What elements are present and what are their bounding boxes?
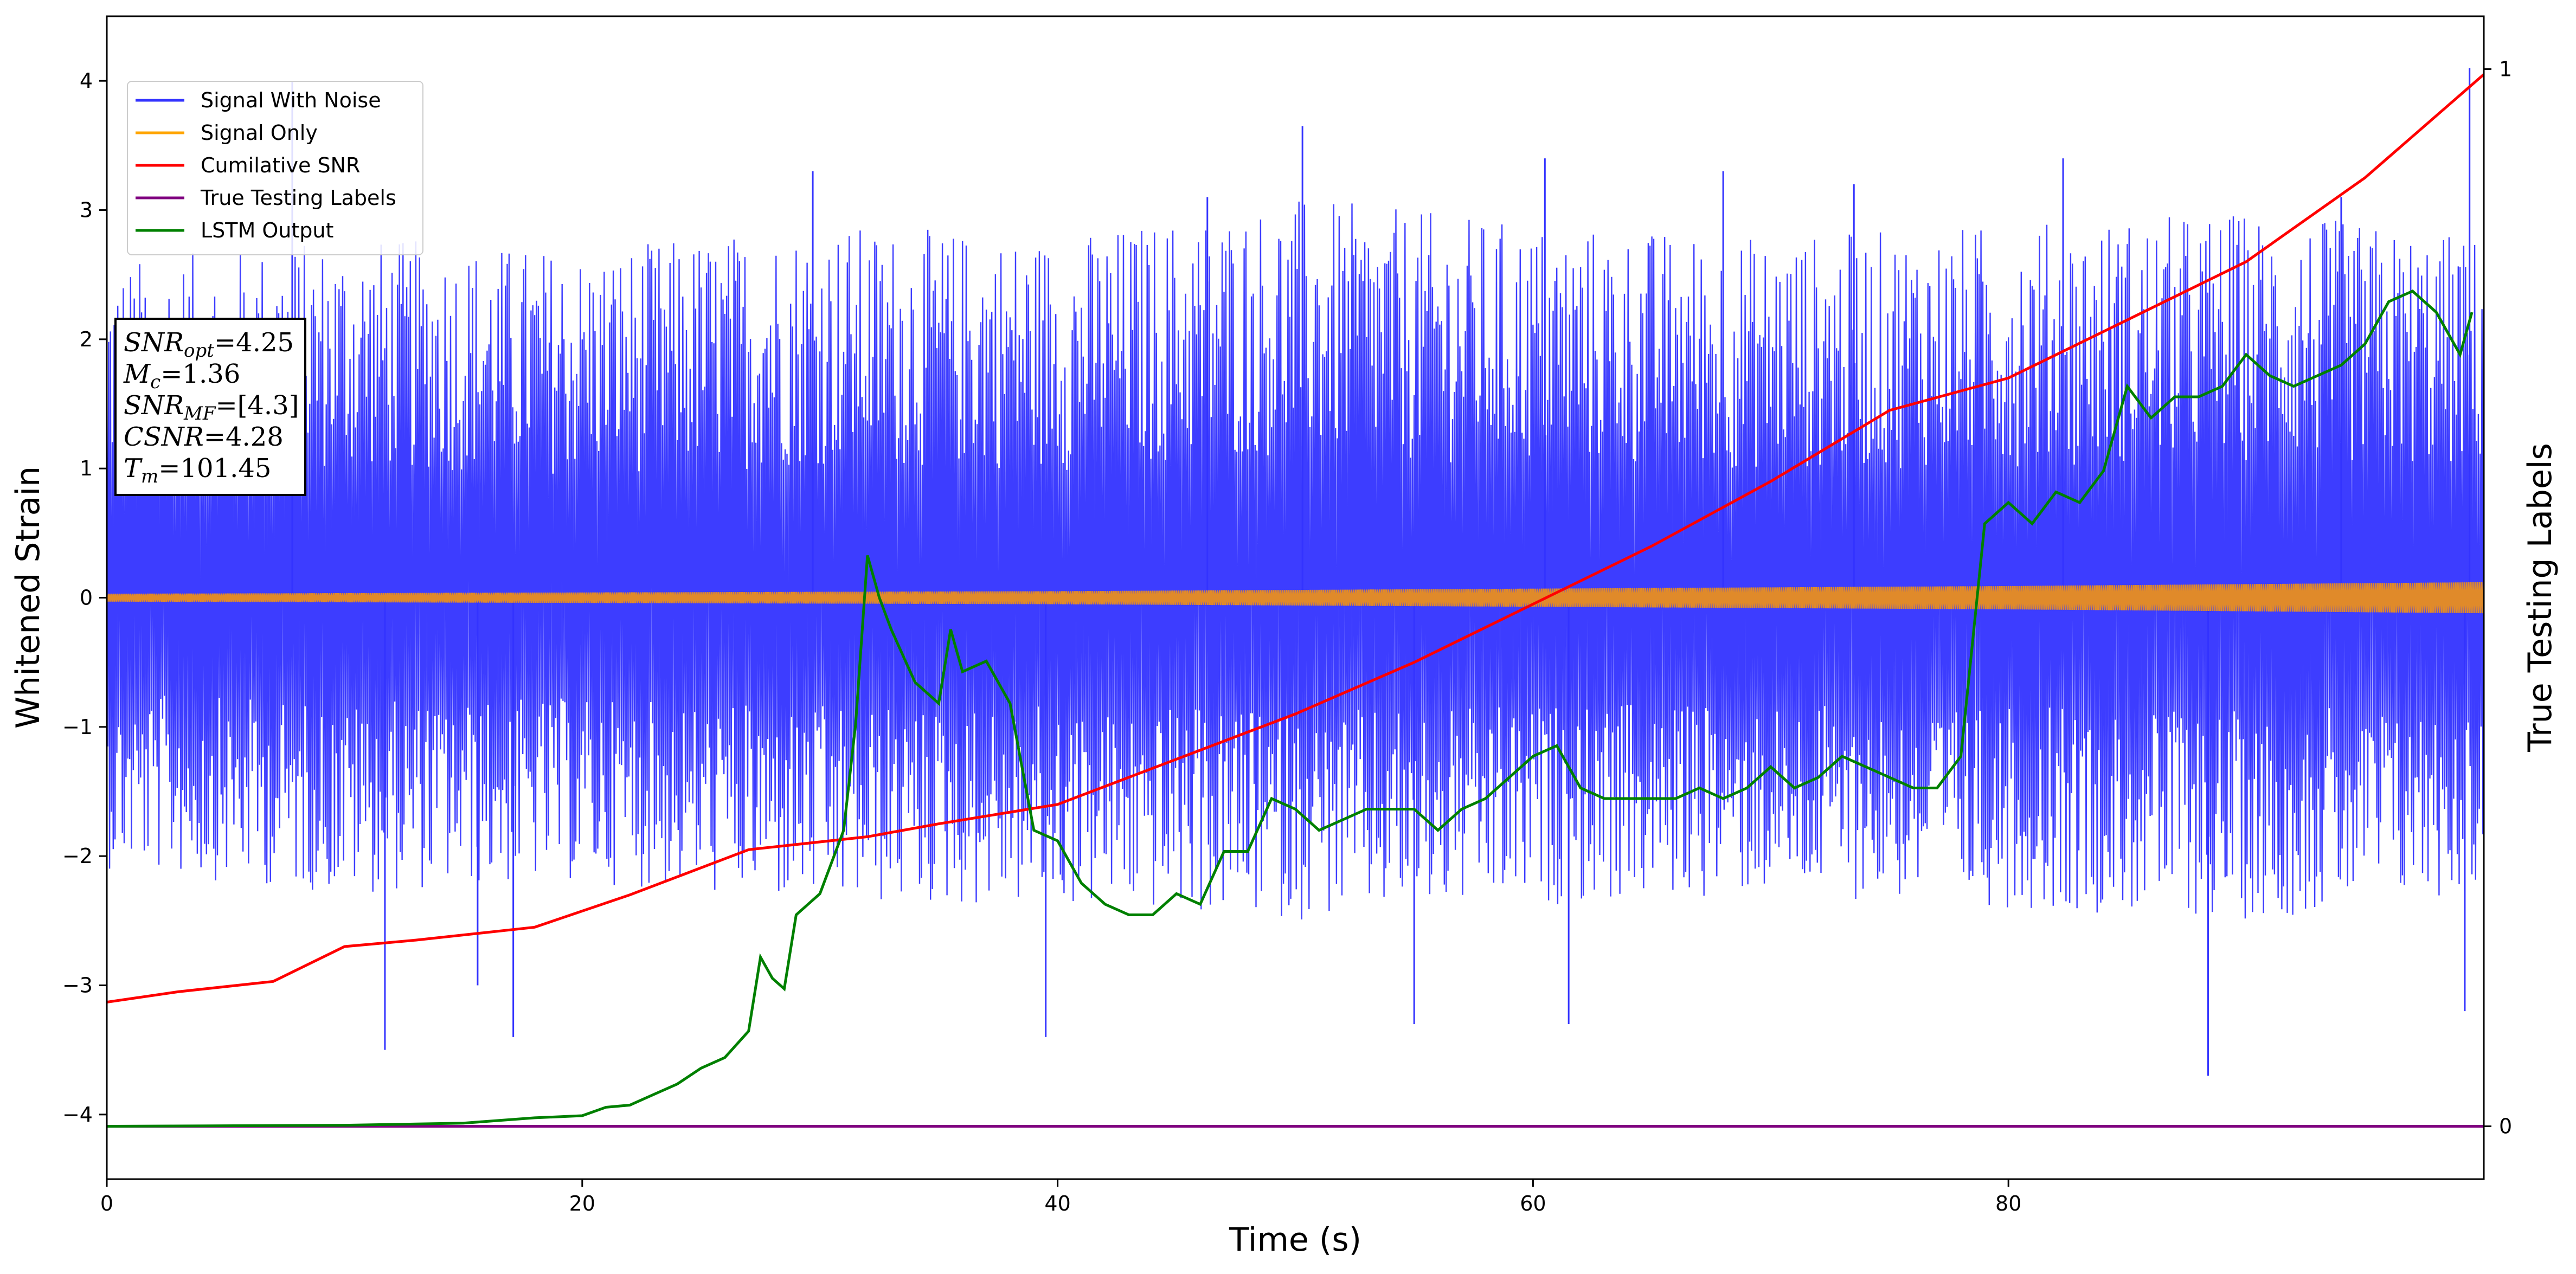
y-tick-label--2: −2 xyxy=(62,844,93,868)
y-tick-label--3: −3 xyxy=(62,974,93,998)
series-signal-with-noise xyxy=(107,201,2484,920)
legend-label-3: True Testing Labels xyxy=(200,186,396,210)
y2-axis-label: True Testing Labels xyxy=(2521,443,2559,752)
y2-tick-label-0: 0 xyxy=(2499,1115,2512,1138)
legend: Signal With Noise Signal Only Cumilative S… xyxy=(127,81,423,255)
info-line-2: SNRMF=[4.3] xyxy=(124,390,299,424)
y-tick-label--1: −1 xyxy=(62,715,93,739)
info-line-1: Mc=1.36 xyxy=(123,359,240,393)
y-axis-label: Whitened Strain xyxy=(9,466,47,729)
info-line-0: SNRopt=4.25 xyxy=(124,327,294,362)
y-tick-label-2: 2 xyxy=(80,327,93,351)
x-tick-label-20: 20 xyxy=(569,1192,595,1215)
x-tick-label-0: 0 xyxy=(100,1192,113,1215)
info-line-3: CSNR=4.28 xyxy=(124,422,284,452)
series-lstm-output xyxy=(107,289,2474,1128)
y2-tick-label-1: 1 xyxy=(2499,57,2512,81)
legend-label-2: Cumilative SNR xyxy=(201,153,360,177)
y-tick-label-3: 3 xyxy=(80,198,93,222)
x-tick-label-80: 80 xyxy=(1995,1192,2021,1215)
x-tick-label-40: 40 xyxy=(1044,1192,1070,1215)
legend-box xyxy=(127,81,423,255)
plot-area xyxy=(107,68,2484,1128)
legend-label-1: Signal Only xyxy=(201,121,318,145)
series-signal-only xyxy=(107,582,2484,614)
info-box-frame xyxy=(114,318,306,496)
series-cumilative-snr xyxy=(107,73,2484,1003)
info-line-4: Tm=101.45 xyxy=(124,453,271,487)
legend-label-0: Signal With Noise xyxy=(201,88,381,112)
info-box: SNRopt=4.25Mc=1.36SNRMF=[4.3]CSNR=4.28Tm… xyxy=(114,318,306,496)
y-tick-label-1: 1 xyxy=(80,456,93,480)
x-tick-label-60: 60 xyxy=(1520,1192,1546,1215)
legend-label-4: LSTM Output xyxy=(201,218,333,242)
y-tick-label-4: 4 xyxy=(80,69,93,93)
x-axis-label: Time (s) xyxy=(1229,1221,1361,1259)
y-tick-label--4: −4 xyxy=(62,1103,93,1127)
y-tick-label-0: 0 xyxy=(80,586,93,610)
